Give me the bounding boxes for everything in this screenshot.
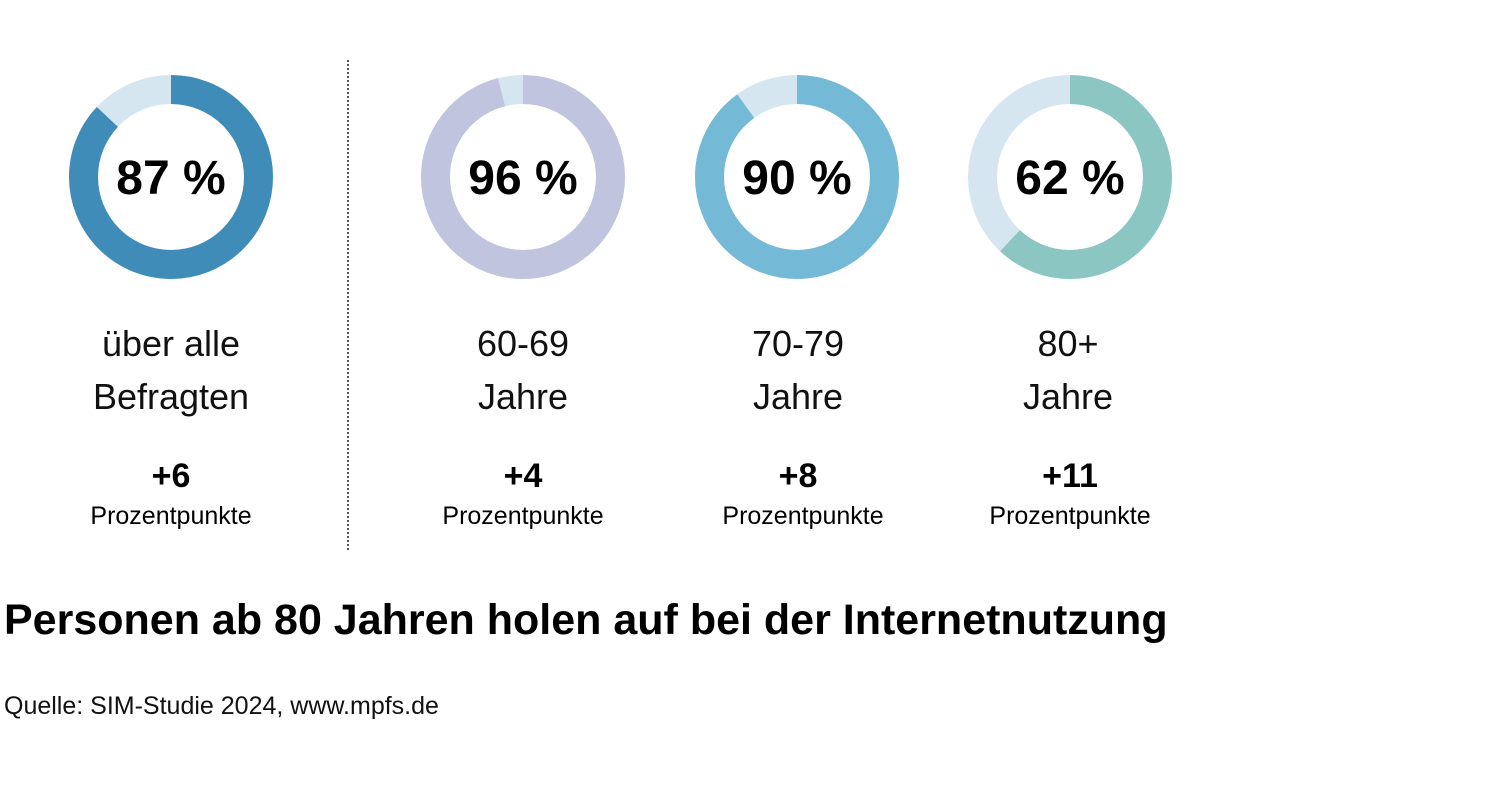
- group-label-60-69: 60-69 Jahre: [373, 317, 673, 423]
- change-unit-60-69: Prozentpunkte: [442, 502, 604, 530]
- donut-value-80-plus: 62 %: [1015, 152, 1124, 205]
- change-value-80-plus: +11: [1042, 457, 1098, 495]
- donut-arc-all-respondents: [69, 75, 273, 279]
- change-unit-all-respondents: Prozentpunkte: [90, 502, 252, 530]
- group-label-line1: über alle: [101, 323, 241, 364]
- donut-chart: 87 % 96 % 90 % 62 %: [69, 75, 1172, 279]
- group-label-line1: 60-69: [476, 323, 570, 364]
- group-label-70-79: 70-79 Jahre: [648, 317, 948, 423]
- change-value-all-respondents: +6: [151, 457, 191, 495]
- group-label-line1: 80+: [1037, 323, 1099, 364]
- donut-value-60-69: 96 %: [468, 152, 577, 205]
- change-unit-80-plus: Prozentpunkte: [989, 502, 1151, 530]
- group-label-all-respondents: über alle Befragten: [21, 317, 321, 423]
- group-label-line2: Jahre: [477, 376, 569, 417]
- donut-60-69: 96 %: [421, 75, 625, 279]
- chart-title: Personen ab 80 Jahren holen auf bei der …: [4, 596, 1168, 644]
- donut-arc-60-69: [421, 75, 625, 279]
- donut-arc-70-79: [695, 75, 899, 279]
- source-note: Quelle: SIM-Studie 2024, www.mpfs.de: [4, 692, 439, 720]
- group-label-line2: Jahre: [1022, 376, 1114, 417]
- dotted-divider: [347, 60, 349, 550]
- donut-80-plus: 62 %: [968, 75, 1172, 279]
- change-unit-70-79: Prozentpunkte: [722, 502, 884, 530]
- change-value-60-69: +4: [503, 457, 543, 495]
- group-label-line2: Jahre: [752, 376, 844, 417]
- group-label-80-plus: 80+ Jahre: [918, 317, 1218, 423]
- donut-value-70-79: 90 %: [742, 152, 851, 205]
- donut-value-all-respondents: 87 %: [116, 152, 225, 205]
- donut-70-79: 90 %: [695, 75, 899, 279]
- change-value-70-79: +8: [778, 457, 818, 495]
- group-label-line1: 70-79: [751, 323, 845, 364]
- donut-arc-80-plus: [968, 75, 1172, 279]
- donut-all-respondents: 87 %: [69, 75, 273, 279]
- group-label-line2: Befragten: [92, 376, 250, 417]
